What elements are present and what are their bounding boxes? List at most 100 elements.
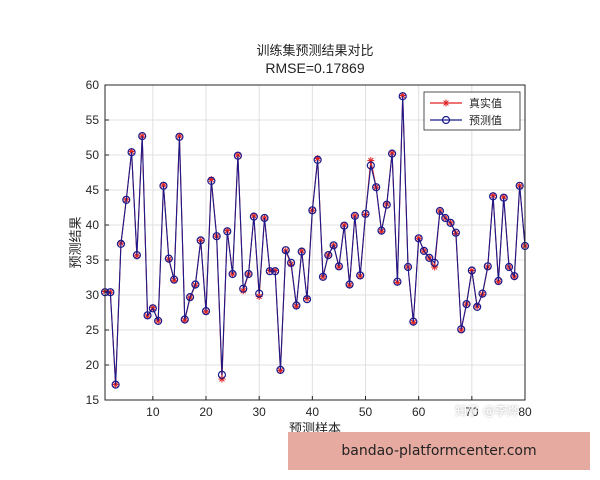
data-point bbox=[154, 316, 163, 325]
data-point bbox=[366, 161, 375, 170]
data-point bbox=[255, 289, 264, 298]
data-point bbox=[425, 253, 434, 262]
series-line-1 bbox=[104, 95, 526, 385]
legend-marker bbox=[441, 115, 451, 125]
data-point bbox=[350, 211, 359, 220]
data-point bbox=[483, 262, 492, 271]
x-tick-label: 50 bbox=[359, 405, 373, 419]
data-point bbox=[302, 295, 312, 304]
data-point bbox=[185, 293, 195, 302]
x-tick-label: 10 bbox=[146, 405, 160, 419]
y-tick-label: 15 bbox=[86, 393, 100, 407]
data-point bbox=[127, 148, 136, 157]
data-point bbox=[430, 258, 439, 267]
chart-title: 训练集预测结果对比 bbox=[256, 44, 374, 59]
data-point bbox=[419, 246, 429, 255]
data-point bbox=[329, 241, 338, 250]
data-point bbox=[510, 272, 519, 281]
x-tick-label: 80 bbox=[518, 405, 532, 419]
data-point bbox=[201, 307, 211, 316]
data-point bbox=[217, 370, 227, 379]
y-tick-label: 55 bbox=[86, 113, 100, 127]
data-point bbox=[462, 300, 471, 309]
data-point bbox=[298, 247, 306, 255]
legend-marker bbox=[442, 99, 450, 107]
legend-box bbox=[423, 91, 521, 131]
y-tick-label: 25 bbox=[86, 323, 100, 337]
data-point bbox=[297, 247, 306, 256]
series-1 bbox=[101, 92, 529, 389]
data-point bbox=[478, 289, 487, 298]
data-point bbox=[441, 213, 450, 223]
y-tick-label: 45 bbox=[86, 183, 100, 197]
axes-box bbox=[104, 84, 526, 401]
data-point bbox=[281, 246, 290, 255]
data-point bbox=[467, 266, 476, 275]
y-tick-label: 40 bbox=[86, 218, 100, 232]
data-point bbox=[106, 288, 115, 297]
data-point bbox=[318, 272, 328, 281]
series-layer bbox=[100, 92, 530, 389]
data-point bbox=[223, 227, 231, 235]
data-point bbox=[233, 151, 243, 160]
legend-entry-1: 真实值 bbox=[430, 96, 502, 110]
data-point bbox=[489, 192, 498, 201]
data-point bbox=[249, 212, 258, 221]
y-tick-label: 20 bbox=[86, 358, 100, 372]
data-point bbox=[451, 228, 460, 237]
data-point bbox=[403, 262, 413, 272]
data-point bbox=[170, 275, 179, 284]
y-tick-label: 50 bbox=[86, 148, 100, 162]
legend-label: 预测值 bbox=[469, 114, 502, 127]
data-point bbox=[180, 315, 189, 324]
legend-label: 真实值 bbox=[469, 96, 502, 110]
x-tick-label: 70 bbox=[465, 405, 479, 419]
y-axis-label: 预测结果 bbox=[68, 216, 83, 268]
y-tick-label: 30 bbox=[86, 288, 100, 302]
series-2 bbox=[100, 92, 530, 389]
legend-entry-2: 预测值 bbox=[430, 114, 502, 127]
watermark: 知乎 @李烨 bbox=[455, 404, 519, 418]
data-point bbox=[122, 195, 131, 204]
data-point bbox=[111, 380, 120, 389]
data-point bbox=[292, 301, 301, 310]
data-point bbox=[393, 277, 402, 286]
data-point bbox=[276, 365, 285, 374]
data-point bbox=[132, 251, 141, 260]
chart-subtitle: RMSE=0.17869 bbox=[265, 60, 365, 76]
url-banner: bandao-platformcenter.com bbox=[288, 432, 590, 470]
data-point bbox=[377, 227, 385, 235]
x-tick-label: 30 bbox=[252, 405, 266, 419]
data-point bbox=[446, 218, 455, 227]
data-point bbox=[473, 302, 482, 311]
x-tick-label: 40 bbox=[306, 405, 320, 419]
data-point bbox=[286, 258, 296, 267]
data-point bbox=[387, 149, 397, 158]
data-point bbox=[191, 280, 200, 289]
data-point bbox=[345, 280, 354, 289]
data-point bbox=[334, 262, 344, 271]
data-point bbox=[457, 325, 466, 334]
series-line-2 bbox=[105, 96, 526, 385]
data-point bbox=[239, 284, 248, 293]
data-point bbox=[265, 267, 274, 276]
data-point bbox=[196, 236, 205, 245]
x-tick-label: 20 bbox=[199, 405, 213, 419]
data-point bbox=[435, 206, 445, 216]
axis-ticks: 10 20 30 40 50 60 70 80 15 20 25 30 35 40 45 50 55 60 bbox=[86, 78, 532, 419]
data-point bbox=[175, 132, 184, 141]
data-point bbox=[340, 221, 349, 230]
data-point bbox=[148, 304, 157, 313]
data-point bbox=[361, 209, 370, 218]
data-point bbox=[244, 269, 253, 279]
url-banner-text: bandao-platformcenter.com bbox=[341, 443, 537, 459]
data-point bbox=[223, 227, 232, 236]
data-point bbox=[409, 317, 418, 326]
data-point bbox=[143, 311, 152, 320]
data-point bbox=[138, 132, 147, 141]
data-point bbox=[164, 254, 173, 263]
data-point bbox=[159, 181, 168, 190]
